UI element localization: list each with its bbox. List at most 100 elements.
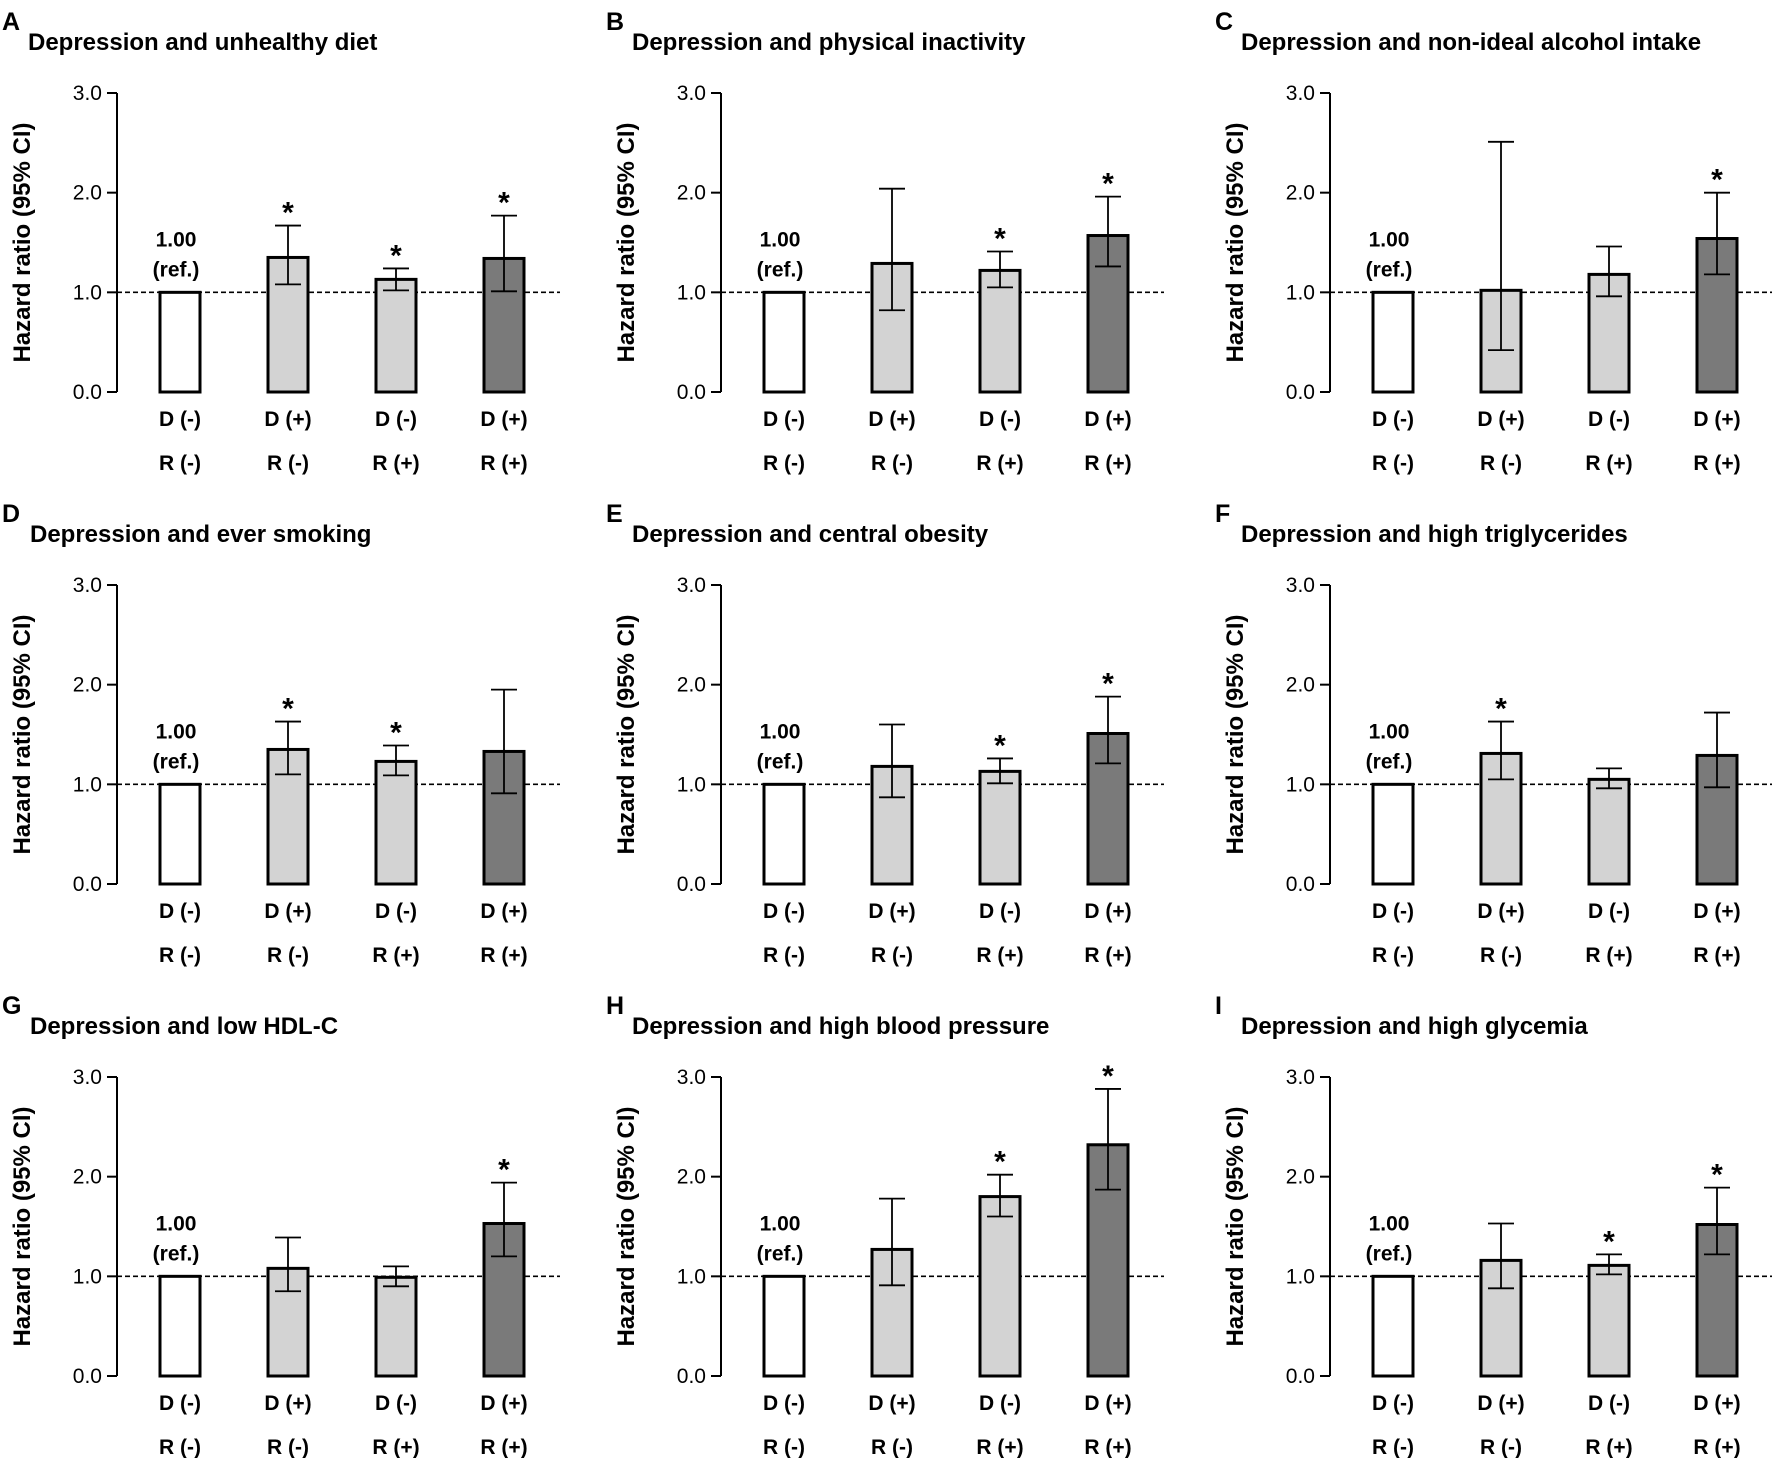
panel-title: Depression and high glycemia [1241,1013,1588,1040]
y-axis-label: Hazard ratio (95% CI) [1222,1106,1249,1346]
bar [158,290,202,394]
category-label-d: D (-) [375,900,417,923]
bar [1371,290,1415,394]
category-label-d: D (+) [1693,408,1740,431]
y-tick-label: 3.0 [73,1066,102,1089]
ref-text-label: (ref.) [757,258,804,281]
y-tick-label: 3.0 [73,574,102,597]
category-label-d: D (-) [375,408,417,431]
ref-value-label: 1.00 [1369,1212,1410,1235]
y-tick-label: 2.0 [73,1166,102,1189]
category-label-r: R (-) [267,1436,309,1458]
category-label-r: R (-) [1480,944,1522,967]
y-tick-label: 0.0 [73,381,102,404]
panel-i: I Depression and high glycemia Hazard rati… [1215,992,1772,1458]
category-label-d: D (+) [1084,408,1131,431]
y-tick-label: 0.0 [677,381,706,404]
y-tick-label: 2.0 [677,674,706,697]
panel-title: Depression and ever smoking [30,521,371,548]
category-label-r: R (+) [1693,944,1740,967]
category-label-d: D (-) [1372,900,1414,923]
ref-value-label: 1.00 [760,228,801,251]
panel-letter: A [2,8,20,36]
panel-title: Depression and high triglycerides [1241,521,1628,548]
y-axis-label: Hazard ratio (95% CI) [9,614,36,854]
category-label-r: R (-) [871,944,913,967]
significance-marker: * [1603,1225,1615,1258]
y-tick-label: 2.0 [677,182,706,205]
category-label-r: R (+) [480,452,527,475]
significance-marker: * [390,716,402,749]
ref-text-label: (ref.) [757,1242,804,1265]
category-label-r: R (-) [1372,1436,1414,1458]
category-label-d: D (+) [264,900,311,923]
bar [978,769,1022,886]
y-tick-label: 2.0 [677,1166,706,1189]
bar [158,782,202,886]
category-label-r: R (+) [1693,1436,1740,1458]
y-tick-label: 0.0 [73,873,102,896]
y-tick-label: 3.0 [677,82,706,105]
category-label-r: R (+) [480,1436,527,1458]
y-axis-label: Hazard ratio (95% CI) [1222,614,1249,854]
ref-value-label: 1.00 [760,720,801,743]
category-label-d: D (-) [159,900,201,923]
ref-text-label: (ref.) [153,258,200,281]
bar [158,1274,202,1378]
significance-marker: * [994,729,1006,762]
category-label-r: R (+) [480,944,527,967]
bar [1587,777,1631,886]
category-label-r: R (-) [871,1436,913,1458]
category-label-d: D (-) [1588,1392,1630,1415]
category-label-r: R (+) [1693,452,1740,475]
y-tick-label: 0.0 [1286,1365,1315,1388]
ref-value-label: 1.00 [1369,228,1410,251]
y-tick-label: 1.0 [1286,281,1315,304]
significance-marker: * [1102,668,1114,701]
panel-letter: B [606,8,624,36]
y-tick-label: 2.0 [1286,182,1315,205]
bar [374,277,418,394]
category-label-r: R (-) [159,1436,201,1458]
panel-b: B Depression and physical inactivity Hazar… [606,8,1164,475]
significance-marker: * [1711,164,1723,197]
category-label-d: D (-) [1372,408,1414,431]
y-tick-label: 1.0 [677,281,706,304]
panel-letter: F [1215,500,1230,528]
y-tick-label: 0.0 [73,1365,102,1388]
category-label-r: R (-) [763,944,805,967]
y-axis-label: Hazard ratio (95% CI) [613,1106,640,1346]
category-label-r: R (+) [976,452,1023,475]
category-label-d: D (+) [1477,900,1524,923]
category-label-d: D (-) [159,408,201,431]
y-tick-label: 1.0 [677,1265,706,1288]
significance-marker: * [390,239,402,272]
category-label-d: D (-) [1588,408,1630,431]
category-label-r: R (-) [763,1436,805,1458]
significance-marker: * [282,197,294,230]
panel-f: F Depression and high triglycerides Hazard… [1215,500,1772,967]
panel-h: H Depression and high blood pressure Hazar… [606,992,1164,1458]
significance-marker: * [282,693,294,726]
panel-letter: I [1215,992,1222,1020]
category-label-r: R (-) [763,452,805,475]
category-label-d: D (+) [1693,1392,1740,1415]
category-label-r: R (+) [1585,452,1632,475]
category-label-d: D (-) [159,1392,201,1415]
category-label-d: D (+) [1084,900,1131,923]
y-tick-label: 0.0 [1286,873,1315,896]
significance-marker: * [1102,1060,1114,1093]
category-label-r: R (-) [1372,452,1414,475]
bar [1587,1263,1631,1378]
significance-marker: * [994,1146,1006,1179]
y-axis-label: Hazard ratio (95% CI) [613,122,640,362]
y-axis-label: Hazard ratio (95% CI) [9,122,36,362]
category-label-d: D (+) [1693,900,1740,923]
ref-text-label: (ref.) [757,750,804,773]
bar [762,1274,806,1378]
panel-letter: E [606,500,623,528]
bar [978,1195,1022,1378]
ref-text-label: (ref.) [1366,258,1413,281]
y-tick-label: 1.0 [73,773,102,796]
bar [762,290,806,394]
